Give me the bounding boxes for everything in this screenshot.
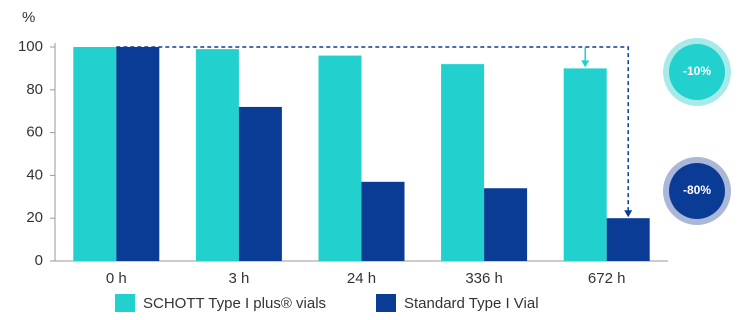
legend-label: SCHOTT Type I plus® vials	[143, 295, 326, 312]
arrowhead	[581, 60, 590, 68]
bar	[195, 49, 239, 261]
bar	[73, 47, 117, 261]
annotation: -80%	[683, 183, 711, 197]
bar	[318, 55, 362, 262]
y-axis-label: %	[22, 9, 35, 26]
dashed-connector	[116, 46, 629, 213]
x-tick-label: 24 h	[347, 270, 376, 287]
x-tick-label: 0 h	[106, 270, 127, 287]
y-tick-label: 40	[26, 166, 43, 183]
annotation-circle	[669, 44, 725, 100]
bar	[441, 64, 485, 262]
y-tick-label: 80	[26, 81, 43, 98]
bar	[563, 68, 607, 262]
x-tick-label: 672 h	[588, 270, 626, 287]
y-tick-label: 20	[26, 209, 43, 226]
bar	[606, 218, 650, 261]
bar	[484, 188, 528, 261]
annotation-circle	[669, 163, 725, 219]
x-tick-label: 336 h	[465, 270, 503, 287]
bar	[116, 47, 160, 261]
bar	[361, 181, 405, 261]
arrowhead	[624, 210, 633, 218]
bar	[238, 106, 282, 261]
annotation: -10%	[683, 64, 711, 78]
x-tick-label: 3 h	[228, 270, 249, 287]
legend-swatch	[115, 294, 135, 312]
y-tick-label: 100	[18, 38, 43, 55]
y-tick-label: 0	[35, 252, 43, 269]
y-tick-label: 60	[26, 124, 43, 141]
legend-swatch	[376, 294, 396, 312]
legend-label: Standard Type I Vial	[404, 295, 539, 312]
